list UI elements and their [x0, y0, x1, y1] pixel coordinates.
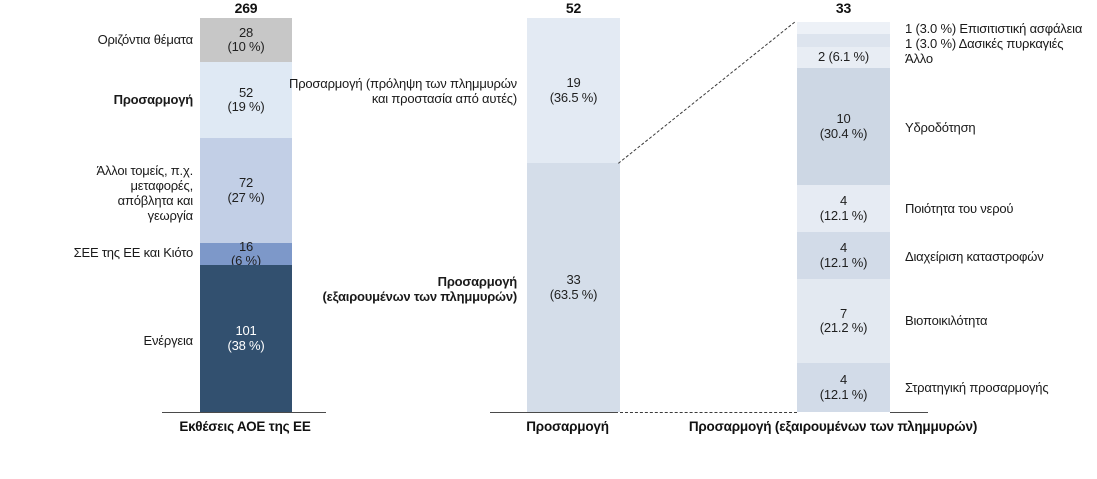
bar-prosarmogi-excl-floods: 2 (6.1 %) 10 (30.4 %) 4 (12.1 %) 4 (12.1… [797, 22, 890, 412]
label-poiotita-nerou: Ποιότητα του νερού [905, 201, 1014, 216]
axis-label-bar1: Εκθέσεις ΑΟΕ της ΕΕ [179, 419, 311, 434]
segment-value: 52 [238, 84, 254, 100]
segment-value: 72 [238, 175, 254, 190]
segment-pct: (12.1 %) [819, 386, 868, 402]
axis-label-bar3: Προσαρμογή (εξαιρουμένων των πλημμυρών) [688, 419, 978, 434]
axis-line-bar2 [490, 412, 618, 413]
label-allo: Άλλο [905, 51, 933, 66]
bar1-total: 269 [234, 0, 258, 16]
segment-energeia: 101 (38 %) [200, 265, 292, 412]
bar-prosarmogi: 19 (36.5 %) 33 (63.5 %) [527, 18, 620, 412]
connector-dashed-bottom [620, 412, 797, 413]
segment-orizontia-themata: 28 (10 %) [200, 18, 292, 62]
segment-value: 4 [839, 372, 848, 387]
segment-value: 7 [839, 305, 848, 321]
label-diaxeirisi-katastrofon: Διαχείριση καταστροφών [905, 249, 1044, 264]
label-viopoikilotita: Βιοποικιλότητα [905, 313, 988, 328]
segment-episitistiki-asfaleia [797, 22, 890, 34]
segment-diaxeirisi-katastrofon: 4 (12.1 %) [797, 232, 890, 279]
segment-value: 33 [566, 272, 581, 287]
axis-line-bar3 [890, 412, 928, 413]
bar2-total: 52 [565, 0, 582, 16]
segment-value: 4 [839, 240, 848, 255]
segment-value: 28 [238, 24, 254, 40]
segment-value: 2 (6.1 %) [818, 49, 869, 65]
segment-pct: (36.5 %) [549, 89, 598, 105]
bar3-total: 33 [835, 0, 852, 16]
segment-pct: (63.5 %) [549, 286, 598, 302]
segment-poiotita-nerou: 4 (12.1 %) [797, 185, 890, 232]
label-prosarmogi: Προσαρμογή [113, 92, 194, 107]
segment-value: 4 [839, 193, 848, 208]
segment-pct: (12.1 %) [819, 207, 868, 223]
segment-stratigiki-prosarmogis: 4 (12.1 %) [797, 363, 890, 412]
segment-pct: (30.4 %) [819, 125, 868, 141]
bar-eu-aoe-reports: 28 (10 %) 52 (19 %) 72 (27 %) 16 (6 %) 1… [200, 18, 292, 412]
segment-alloi-tomeis: 72 (27 %) [200, 138, 292, 243]
label-floods-prevention: Προσαρμογή (πρόληψη των πλημμυρών και πρ… [289, 76, 517, 106]
segment-pct: (6 %) [230, 253, 262, 268]
segment-see-kioto: 16 (6 %) [200, 238, 292, 268]
label-see-kioto: ΣΕΕ της ΕΕ και Κιότο [73, 245, 194, 260]
label-ydrodotisi: Υδροδότηση [905, 120, 976, 135]
segment-dasikes-pyrkagies [797, 34, 890, 47]
segment-excluding-floods: 33 (63.5 %) [527, 163, 620, 412]
axis-label-bar2: Προσαρμογή [526, 419, 609, 434]
segment-pct: (19 %) [227, 99, 265, 114]
label-episitistiki-asfaleia: 1 (3.0 %) Επισιτιστική ασφάλεια [905, 21, 1083, 36]
segment-pct: (27 %) [227, 189, 265, 205]
segment-value: 19 [566, 75, 581, 90]
segment-ydrodotisi: 10 (30.4 %) [797, 68, 890, 185]
segment-pct: (38 %) [227, 337, 265, 353]
segment-value: 10 [836, 111, 851, 126]
label-alloi-tomeis: Άλλοι τομείς, π.χ. μεταφορές, απόβλητα κ… [96, 163, 194, 223]
segment-floods-prevention: 19 (36.5 %) [527, 18, 620, 163]
connector-dashed-top [618, 21, 796, 164]
segment-pct: (10 %) [227, 39, 265, 54]
label-orizontia-themata: Οριζόντια θέματα [97, 32, 194, 47]
label-excluding-floods: Προσαρμογή (εξαιρουμένων των πλημμυρών) [322, 274, 517, 304]
segment-viopoikilotita: 7 (21.2 %) [797, 279, 890, 363]
segment-pct: (21.2 %) [819, 320, 868, 335]
label-energeia: Ενέργεια [143, 333, 194, 348]
segment-value: 16 [238, 238, 254, 254]
label-stratigiki-prosarmogis: Στρατηγική προσαρμογής [905, 380, 1049, 395]
axis-line-bar1 [162, 412, 326, 413]
segment-value: 101 [235, 323, 257, 338]
segment-prosarmogi: 52 (19 %) [200, 62, 292, 138]
segment-allo: 2 (6.1 %) [797, 47, 890, 68]
label-dasikes-pyrkagies: 1 (3.0 %) Δασικές πυρκαγιές [905, 36, 1064, 51]
segment-pct: (12.1 %) [819, 254, 868, 270]
